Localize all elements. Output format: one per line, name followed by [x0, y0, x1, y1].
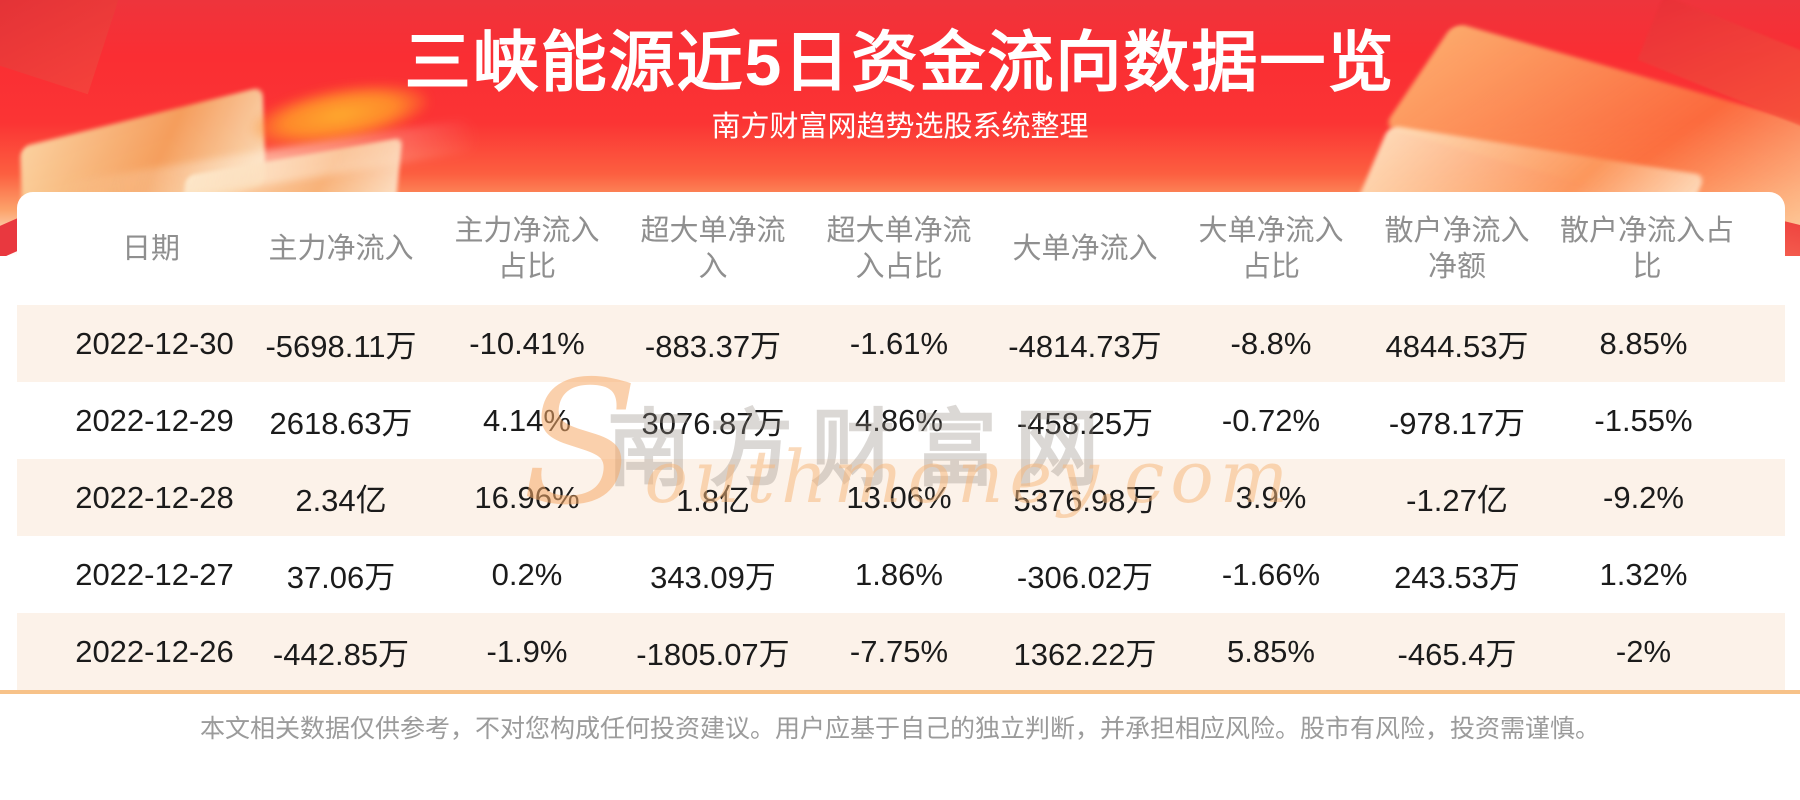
table-cell: -5698.11万 [265, 329, 417, 364]
table-cell: -4814.73万 [1008, 329, 1162, 364]
table-cell: -442.85万 [272, 637, 410, 672]
column-header-1: 日期 [121, 232, 180, 265]
table-cell: 1.8亿 [675, 483, 751, 518]
page-subtitle: 南方财富网趋势选股系统整理 [711, 111, 1089, 143]
table-header-row: 日期 主力净流入 主力净流入占比 超大单净流入 超大单净流入占比 大单净流入 大单净流入占比… [17, 192, 1785, 305]
column-header-3: 主力净流入占比 [454, 214, 600, 283]
disclaimer-text: 本文相关数据仅供参考，不对您构成任何投资建议。用户应基于自己的独立判断，并承担相… [199, 715, 1600, 743]
table-row: 2022-12-27 37.06万 0.2% 343.09万 1.86% -306.02万… [17, 536, 1785, 613]
table-cell: 2022-12-26 [75, 633, 234, 669]
table-cell: 0.2% [491, 556, 563, 592]
column-header-2: 主力净流入 [268, 232, 414, 265]
table-cell: 5.85% [1227, 633, 1315, 669]
table-cell: 8.85% [1599, 325, 1688, 361]
table-cell: 243.53万 [1394, 560, 1520, 595]
column-header-4: 超大单净流入 [640, 214, 786, 283]
table-cell: 37.06万 [286, 560, 396, 595]
fund-flow-table: 日期 主力净流入 主力净流入占比 超大单净流入 超大单净流入占比 大单净流入 大单净流入占比… [17, 192, 1785, 690]
table-cell: 1.32% [1599, 556, 1688, 592]
data-table-panel: 日期 主力净流入 主力净流入占比 超大单净流入 超大单净流入占比 大单净流入 大单净流入占比… [17, 192, 1785, 690]
table-cell: -1805.07万 [636, 637, 790, 672]
table-cell: 5376.98万 [1013, 483, 1157, 518]
column-header-8: 散户净流入净额 [1384, 214, 1530, 283]
table-cell: -0.72% [1221, 402, 1321, 438]
table-cell: 3.9% [1235, 479, 1307, 515]
table-cell: -1.9% [486, 633, 568, 669]
column-header-6: 大单净流入 [1012, 232, 1158, 265]
table-cell: 343.09万 [650, 560, 776, 595]
table-cell: 4.86% [855, 402, 943, 438]
table-cell: 13.06% [846, 479, 952, 515]
table-cell: 2022-12-29 [75, 402, 234, 438]
bottom-divider-line [0, 690, 1800, 694]
column-header-7: 大单净流入占比 [1198, 214, 1344, 283]
table-cell: -8.8% [1230, 325, 1312, 361]
page-title: 三峡能源近5日资金流向数据一览 [404, 25, 1396, 99]
table-cell: 2022-12-27 [75, 556, 234, 592]
table-cell: -9.2% [1603, 479, 1684, 515]
table-cell: 4.14% [483, 402, 571, 438]
table-cell: 1362.22万 [1013, 637, 1157, 672]
table-row: 2022-12-26 -442.85万 -1.9% -1805.07万 -7.75% 13… [17, 613, 1785, 690]
column-header-9: 散户净流入占比 [1559, 214, 1734, 283]
table-cell: -306.02万 [1016, 560, 1154, 595]
table-cell: -1.61% [849, 325, 949, 361]
table-cell: -7.75% [849, 633, 949, 669]
table-cell: -978.17万 [1388, 406, 1526, 441]
table-cell: -1.27亿 [1406, 483, 1508, 518]
table-row: 2022-12-28 2.34亿 16.96% 1.8亿 13.06% 5376.98万 3… [17, 459, 1785, 536]
table-cell: 1.86% [855, 556, 943, 592]
table-cell: -1.55% [1594, 402, 1693, 438]
table-cell: -10.41% [469, 325, 585, 361]
table-cell: 2.34亿 [295, 483, 387, 518]
table-cell: 2618.63万 [269, 406, 413, 441]
table-cell: 4844.53万 [1385, 329, 1529, 364]
table-cell: 3076.87万 [641, 406, 785, 441]
table-cell: -2% [1615, 633, 1672, 669]
table-cell: -883.37万 [644, 329, 782, 364]
column-header-5: 超大单净流入占比 [826, 214, 972, 283]
table-cell: 2022-12-28 [75, 479, 234, 515]
table-row: 2022-12-30 -5698.11万 -10.41% -883.37万 -1.61%… [17, 305, 1785, 382]
table-cell: -465.4万 [1397, 637, 1517, 672]
table-cell: -1.66% [1221, 556, 1321, 592]
table-cell: 16.96% [474, 479, 580, 515]
table-cell: -458.25万 [1016, 406, 1154, 441]
table-cell: 2022-12-30 [75, 325, 234, 361]
table-row: 2022-12-29 2618.63万 4.14% 3076.87万 4.86% -458… [17, 382, 1785, 459]
